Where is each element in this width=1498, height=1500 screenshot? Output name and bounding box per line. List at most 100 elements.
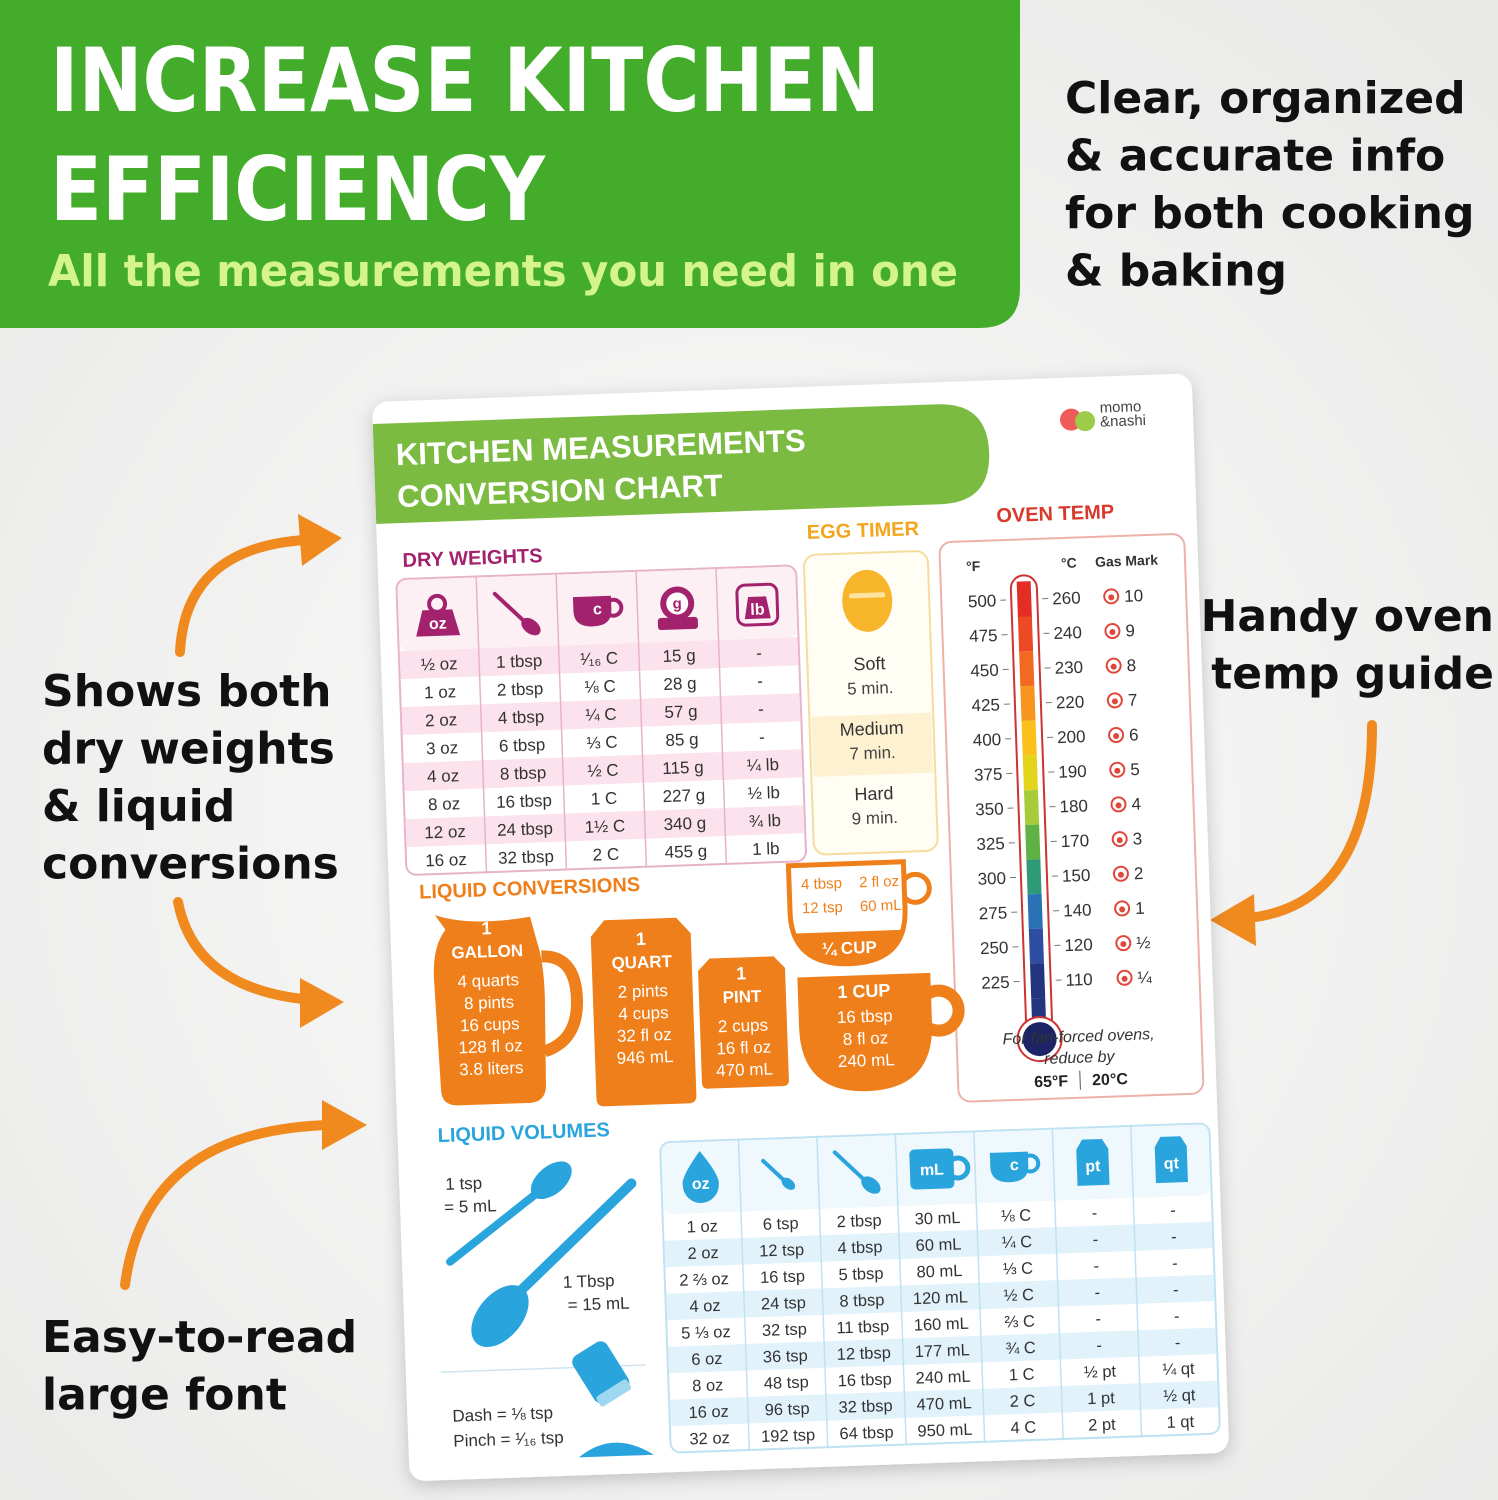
gas-mark: 2 <box>1134 864 1144 883</box>
table-cell: 6 tsp <box>763 1215 799 1234</box>
callout-text: Clear, organized <box>1065 73 1466 124</box>
icon-shape <box>989 1151 1029 1183</box>
callout-text: & accurate info <box>1065 131 1445 182</box>
gas-icon <box>1116 969 1133 986</box>
table-cell: 4 tbsp <box>498 707 545 728</box>
container-unit: QUART <box>611 952 673 973</box>
container-line: 2 pints <box>617 981 668 1002</box>
icon-shape <box>1076 1138 1110 1186</box>
gas-mark: 8 <box>1126 656 1136 675</box>
gas-icon <box>1115 802 1122 809</box>
gas-icon <box>1121 975 1128 982</box>
table-cell: ⅛ C <box>1001 1206 1032 1225</box>
gas-mark: ¼ <box>1137 968 1153 988</box>
temp-f: 250 <box>980 938 1009 958</box>
oven-note: reduce by <box>1044 1048 1116 1067</box>
row-stripe <box>664 1221 1213 1268</box>
container-line: 8 fl oz <box>843 1028 889 1049</box>
icon-shape <box>572 595 612 627</box>
temp-f: 425 <box>971 695 1000 715</box>
container-unit: CUP <box>852 980 891 1001</box>
table-cell: - <box>1094 1284 1100 1302</box>
callout-text: for both cooking <box>1065 188 1475 239</box>
thermometer-segment <box>1019 651 1035 687</box>
gas-icon <box>1105 657 1122 674</box>
table-cell: ¹⁄₁₆ C <box>580 649 619 669</box>
gas-icon <box>1115 935 1132 952</box>
table-cell: 1 oz <box>424 682 457 702</box>
icon-label: lb <box>750 601 765 618</box>
icon-shape <box>832 1150 866 1182</box>
gas-icon <box>1117 871 1124 878</box>
gas-mark: 7 <box>1128 691 1138 710</box>
thermometer-segment <box>1017 616 1034 652</box>
table-cell: 16 tbsp <box>837 1370 892 1390</box>
icon-shape <box>781 1177 796 1190</box>
callout-text: conversions <box>42 839 339 890</box>
temp-c: 230 <box>1054 658 1083 678</box>
icon-shape <box>492 591 526 623</box>
pint-carton <box>698 956 789 1089</box>
thermometer-segment <box>1027 893 1043 930</box>
table-cell: 12 oz <box>424 822 466 842</box>
gas-icon <box>1114 767 1121 774</box>
arrow <box>173 897 317 1005</box>
spoon-label: = 15 mL <box>567 1294 630 1315</box>
table-cell: ¼ qt <box>1162 1360 1195 1379</box>
thermometer-segment <box>1026 859 1042 895</box>
icon-shape <box>521 617 541 636</box>
table-cell: 12 tbsp <box>836 1344 891 1364</box>
table-cell: 2 tbsp <box>497 679 544 700</box>
quarter-cup-line: 60 mL <box>860 897 902 915</box>
gallon-jug <box>433 915 546 1106</box>
gas-icon <box>1111 831 1128 848</box>
temp-c: 120 <box>1064 935 1093 955</box>
callout-text: & liquid <box>42 781 235 832</box>
brand-name: momo <box>1099 398 1141 416</box>
icon-shape <box>735 582 780 627</box>
temp-c: 150 <box>1062 866 1091 886</box>
icon-shape <box>861 1176 881 1194</box>
table-cell: 32 tsp <box>762 1320 808 1340</box>
gas-icon <box>1114 900 1131 917</box>
icon-label: qt <box>1163 1155 1179 1173</box>
icon-shape <box>744 596 771 620</box>
icon-label: oz <box>429 616 447 634</box>
table-cell: 192 tsp <box>761 1426 816 1446</box>
gas-icon <box>1109 761 1126 778</box>
gas-icon <box>1109 628 1116 635</box>
temp-f: 325 <box>976 834 1005 854</box>
row-stripe <box>668 1327 1217 1374</box>
oven-header: °C <box>1061 555 1077 572</box>
arrowhead <box>1210 894 1256 946</box>
table-cell: 227 g <box>662 786 705 806</box>
temp-f: 350 <box>975 799 1004 819</box>
gas-icon <box>1116 837 1123 844</box>
column-divider <box>816 1136 829 1448</box>
thermometer-segment <box>1028 928 1044 964</box>
row-stripe <box>403 749 803 792</box>
egg-level: Medium <box>839 718 904 740</box>
table-cell: 8 oz <box>692 1376 724 1395</box>
section-title: EGG TIMER <box>806 518 919 544</box>
column-divider <box>635 570 648 867</box>
quarter-cup-line: 2 fl oz <box>859 873 900 891</box>
thermometer-segment <box>1020 685 1036 721</box>
gas-mark: 3 <box>1132 829 1142 848</box>
icon-shape <box>657 616 699 631</box>
temp-c: 220 <box>1056 692 1085 712</box>
temp-c: 190 <box>1058 762 1087 782</box>
table-cell: 32 tbsp <box>838 1397 893 1417</box>
column-divider <box>894 1134 907 1445</box>
container-title: 1 CUP <box>837 980 891 1002</box>
table-cell: - <box>1095 1310 1101 1328</box>
table-cell: 1½ C <box>584 816 625 836</box>
gas-mark: 4 <box>1131 795 1141 814</box>
table-cell: 11 tbsp <box>836 1318 890 1338</box>
column-divider <box>555 573 568 870</box>
gas-icon <box>1110 663 1117 670</box>
table-cell: 2 C <box>592 845 619 865</box>
gallon-handle <box>541 950 583 1058</box>
container-line: 946 mL <box>616 1047 673 1068</box>
